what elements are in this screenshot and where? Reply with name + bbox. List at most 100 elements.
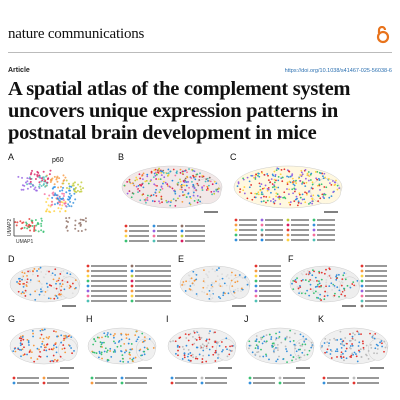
cell-dot bbox=[292, 340, 295, 342]
umap-point bbox=[49, 181, 52, 184]
cell-dot bbox=[311, 183, 314, 186]
cell-dot bbox=[98, 356, 100, 359]
cell-dot bbox=[345, 357, 348, 360]
cell-dot bbox=[26, 281, 28, 284]
cell-dot bbox=[291, 177, 294, 180]
cell-dot bbox=[188, 168, 190, 170]
umap-point bbox=[79, 218, 82, 221]
cell-dot bbox=[279, 196, 282, 198]
legend-swatch bbox=[180, 239, 184, 243]
legend-text bbox=[129, 235, 149, 237]
cell-dot bbox=[186, 171, 188, 174]
cell-dot bbox=[274, 199, 277, 202]
legend-text bbox=[365, 300, 387, 302]
umap-point bbox=[26, 227, 29, 230]
cell-dot bbox=[258, 175, 261, 178]
cell-dot bbox=[328, 267, 331, 270]
cell-dot bbox=[325, 268, 327, 271]
cell-dot bbox=[258, 340, 261, 343]
cell-dot bbox=[295, 350, 298, 353]
cell-dot bbox=[202, 175, 205, 178]
legend-swatch bbox=[152, 239, 156, 243]
cell-dot bbox=[120, 350, 122, 352]
cell-dot bbox=[291, 174, 293, 177]
umap-point bbox=[80, 181, 83, 184]
cell-dot bbox=[185, 337, 188, 339]
cell-dot bbox=[22, 285, 25, 288]
brain-section bbox=[319, 327, 389, 369]
cell-dot bbox=[202, 354, 205, 357]
cell-dot bbox=[210, 284, 213, 286]
cell-dot bbox=[255, 335, 258, 337]
cell-dot bbox=[195, 330, 198, 333]
cell-dot bbox=[205, 360, 208, 363]
cell-dot bbox=[171, 187, 174, 190]
legend-swatch bbox=[234, 233, 238, 237]
legend-swatch bbox=[130, 284, 134, 288]
legend-text bbox=[185, 225, 205, 227]
cell-dot bbox=[287, 176, 290, 178]
cell-dot bbox=[218, 282, 221, 285]
legend-swatch bbox=[130, 299, 134, 303]
cell-dot bbox=[56, 360, 58, 362]
cell-dot bbox=[176, 346, 179, 348]
cell-dot bbox=[61, 348, 64, 350]
cell-dot bbox=[211, 289, 214, 292]
cell-dot bbox=[329, 338, 331, 341]
open-access-logo bbox=[376, 26, 390, 44]
cell-dot bbox=[342, 352, 344, 355]
cell-dot bbox=[312, 288, 315, 290]
cell-dot bbox=[306, 289, 309, 292]
cell-dot bbox=[318, 282, 321, 285]
umap-point bbox=[58, 199, 61, 202]
cell-dot bbox=[219, 297, 222, 300]
article-title: A spatial atlas of the complement system… bbox=[8, 78, 398, 144]
doi-link[interactable]: https://doi.org/10.1038/s41467-025-56038… bbox=[284, 68, 392, 74]
cell-dot bbox=[167, 168, 170, 171]
cell-dot bbox=[349, 333, 351, 335]
cell-dot bbox=[367, 350, 370, 352]
umap-point bbox=[57, 201, 60, 204]
cell-dot bbox=[283, 168, 286, 171]
cell-dot bbox=[162, 182, 164, 185]
cell-dot bbox=[284, 337, 287, 340]
cell-dot bbox=[338, 280, 341, 283]
cell-dot bbox=[44, 291, 47, 293]
cell-dot bbox=[339, 338, 342, 341]
cell-dot bbox=[308, 203, 310, 205]
cell-dot bbox=[48, 284, 51, 286]
cell-dot bbox=[155, 178, 158, 180]
umap-point bbox=[52, 193, 55, 196]
legend-swatch bbox=[180, 229, 184, 233]
cell-dot bbox=[198, 338, 201, 341]
cell-dot bbox=[38, 348, 40, 351]
cell-dot bbox=[288, 336, 291, 339]
cell-dot bbox=[27, 270, 29, 273]
cell-dot bbox=[262, 355, 265, 358]
cell-dot bbox=[324, 337, 327, 340]
cell-dot bbox=[266, 187, 269, 190]
cell-dot bbox=[143, 346, 146, 349]
cell-dot bbox=[335, 275, 337, 278]
legend-text bbox=[175, 377, 197, 379]
cell-dot bbox=[310, 341, 313, 344]
cell-dot bbox=[19, 280, 21, 283]
cell-dot bbox=[250, 184, 253, 186]
cell-dot bbox=[196, 173, 199, 176]
legend-swatch bbox=[254, 279, 258, 283]
cell-dot bbox=[221, 277, 224, 280]
umap-point bbox=[28, 218, 31, 221]
cell-dot bbox=[316, 280, 318, 282]
cell-dot bbox=[74, 279, 77, 282]
cell-dot bbox=[300, 169, 303, 172]
cell-dot bbox=[50, 348, 53, 351]
cell-dot bbox=[330, 183, 333, 186]
umap-point bbox=[47, 177, 50, 180]
cell-dot bbox=[59, 273, 62, 275]
cell-dot bbox=[45, 346, 47, 349]
cell-dot bbox=[131, 182, 134, 185]
cell-dot bbox=[206, 177, 209, 180]
cell-dot bbox=[154, 171, 157, 174]
cell-dot bbox=[320, 278, 323, 281]
